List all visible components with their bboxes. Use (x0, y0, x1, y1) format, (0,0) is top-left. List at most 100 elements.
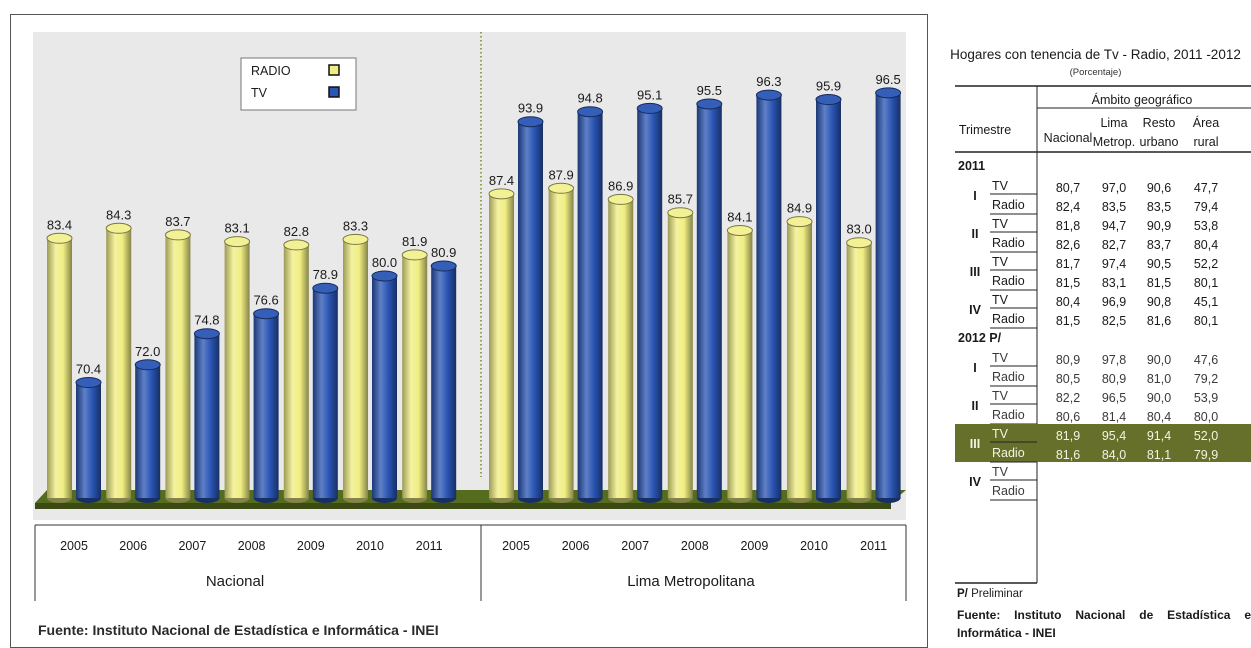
cell-value: 82,6 (1056, 238, 1080, 252)
x-tick-label: 2010 (356, 539, 384, 553)
x-tick-label: 2007 (621, 539, 649, 553)
cell-value: 81,6 (1147, 314, 1171, 328)
tv-bar-lima-metropolitana-2007 (636, 102, 663, 503)
bar-top (401, 249, 428, 261)
bar-top (755, 89, 782, 101)
bar-top (488, 188, 515, 200)
radio-bar-lima-metropolitana-2010 (786, 216, 813, 503)
cell-value: 80,9 (1102, 372, 1126, 386)
bar-body (577, 111, 603, 498)
data-label: 80.0 (372, 255, 397, 270)
cell-value: 90,0 (1147, 391, 1171, 405)
cell-value: 95,4 (1102, 429, 1126, 443)
cell-value: 79,4 (1194, 200, 1218, 214)
data-label: 83.4 (47, 217, 72, 232)
cell-value: 52,2 (1194, 257, 1218, 271)
cell-value: 90,8 (1147, 295, 1171, 309)
bar-top (815, 94, 842, 106)
cell-value: 96,5 (1102, 391, 1126, 405)
data-label: 83.1 (224, 221, 249, 236)
bar-body (637, 108, 663, 498)
cell-value: 80,4 (1147, 410, 1171, 424)
bar-body (489, 193, 514, 499)
tv-bar-nacional-2009 (312, 282, 339, 503)
quarter-label: II (972, 227, 979, 241)
row-type: Radio (992, 198, 1025, 212)
data-label: 83.7 (165, 214, 190, 229)
cell-value: 81,8 (1056, 219, 1080, 233)
bar-top (430, 260, 457, 272)
x-tick-label: 2011 (860, 539, 887, 553)
data-label: 72.0 (135, 344, 160, 359)
bar-body (875, 92, 901, 498)
data-label: 74.8 (194, 313, 219, 328)
quarter-label: III (970, 437, 980, 451)
cell-value: 84,0 (1102, 448, 1126, 462)
cell-value: 90,6 (1147, 181, 1171, 195)
cell-value: 80,4 (1194, 238, 1218, 252)
bar-top (846, 237, 873, 249)
bar-chart: 83.4 70.4 2005 84.3 72.0 2006 83.7 74.8 2007 83.1… (33, 32, 907, 601)
data-label: 95.1 (637, 87, 662, 102)
radio-bar-lima-metropolitana-2005 (488, 188, 515, 503)
quarter-label: II (972, 399, 979, 413)
row-type: TV (992, 351, 1009, 365)
tv-bar-lima-metropolitana-2008 (696, 98, 723, 503)
cell-value: 83,5 (1147, 200, 1171, 214)
cell-value: 80,4 (1056, 295, 1080, 309)
cell-value: 90,9 (1147, 219, 1171, 233)
data-label: 96.5 (875, 72, 900, 87)
row-type: Radio (992, 484, 1025, 498)
row-type: TV (992, 255, 1009, 269)
data-label: 84.3 (106, 207, 131, 222)
bar-body (343, 239, 368, 498)
header-col: Metrop. (1093, 135, 1135, 149)
bar-top (342, 233, 369, 245)
bar-top (224, 236, 251, 248)
x-tick-label: 2010 (800, 539, 828, 553)
bar-top (607, 193, 634, 205)
bar-body (372, 276, 397, 498)
data-label: 96.3 (756, 74, 781, 89)
radio-bar-nacional-2008 (224, 236, 251, 503)
cell-value: 82,4 (1056, 200, 1080, 214)
bar-top (667, 207, 694, 219)
cell-value: 81,5 (1147, 276, 1171, 290)
cell-value: 91,4 (1147, 429, 1171, 443)
row-type: TV (992, 389, 1009, 403)
cell-value: 83,1 (1102, 276, 1126, 290)
bar-body (106, 228, 132, 498)
data-label: 83.3 (343, 218, 368, 233)
bar-body (312, 288, 338, 498)
footnote-mark: P/ (957, 588, 968, 600)
bar-body (165, 234, 191, 498)
bar-top (371, 270, 398, 282)
quarter-label: III (970, 265, 980, 279)
bar-body (846, 242, 872, 498)
tv-bar-nacional-2008 (253, 308, 280, 503)
cell-value: 80,1 (1194, 276, 1218, 290)
bar-top (46, 232, 73, 244)
bar-top (726, 224, 753, 236)
legend-swatch (328, 64, 340, 76)
tv-bar-nacional-2010 (371, 270, 398, 503)
data-label: 82.8 (284, 224, 309, 239)
bar-top (253, 308, 280, 320)
table-subtitle: (Porcentaje) (1069, 67, 1122, 78)
row-type: TV (992, 465, 1009, 479)
row-type: Radio (992, 274, 1025, 288)
tv-bar-lima-metropolitana-2010 (815, 94, 842, 503)
legend: RADIO TV (240, 57, 357, 111)
legend-label: RADIO (251, 64, 291, 78)
cell-value: 82,2 (1056, 391, 1080, 405)
tv-bar-lima-metropolitana-2005 (517, 116, 544, 503)
legend-swatch (328, 86, 340, 98)
cell-value: 79,2 (1194, 372, 1218, 386)
bar-body (727, 230, 753, 499)
header-trimestre: Trimestre (959, 123, 1011, 137)
bar-body (756, 95, 782, 498)
header-col: urbano (1140, 135, 1179, 149)
x-tick-label: 2006 (562, 539, 590, 553)
header-col: Nacional (1044, 131, 1093, 145)
footnote-text: Preliminar (967, 588, 1023, 600)
